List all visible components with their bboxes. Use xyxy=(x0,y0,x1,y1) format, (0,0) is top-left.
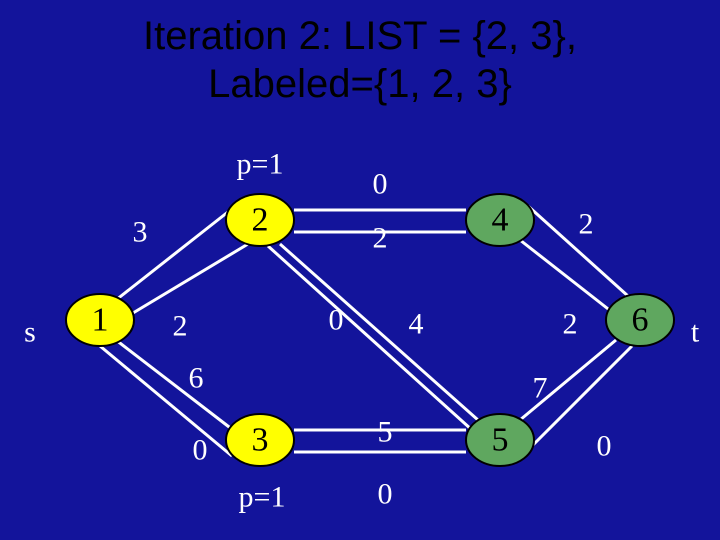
edge-label-2-4-1: 2 xyxy=(373,222,388,255)
p-label-0: p=1 xyxy=(237,148,284,181)
edge-1-3 xyxy=(116,340,233,430)
edge-label-1-3-extra: 0 xyxy=(193,434,208,467)
edge-label-1-3-1: 6 xyxy=(189,362,204,395)
edge-label-2-4-0: 0 xyxy=(373,168,388,201)
graph-svg: 12345632600204502270stp=1p=1 xyxy=(0,0,720,540)
node-label-3: 3 xyxy=(252,422,269,459)
edge-label-4-6-0: 2 xyxy=(579,208,594,241)
node-label-2: 2 xyxy=(252,202,269,239)
edge-label-3-5-0: 5 xyxy=(378,416,393,449)
node-label-4: 4 xyxy=(492,202,509,239)
edge-1-2 xyxy=(128,244,248,316)
edge-1-3 xyxy=(100,346,232,456)
edge-label-2-5-0: 0 xyxy=(329,304,344,337)
edge-2-5 xyxy=(268,246,472,430)
node-label-6: 6 xyxy=(632,302,649,339)
node-label-5: 5 xyxy=(492,422,509,459)
edge-2-5 xyxy=(280,244,478,420)
edge-label-5-6-0: 7 xyxy=(533,372,548,405)
edge-label-4-6-1: 2 xyxy=(563,308,578,341)
edge-label-2-5-1: 4 xyxy=(409,308,424,341)
edge-label-5-6-1: 0 xyxy=(597,430,612,463)
edge-label-1-3-0: 2 xyxy=(173,310,188,343)
endpoint-s: s xyxy=(24,316,36,349)
node-label-1: 1 xyxy=(92,302,109,339)
endpoint-t: t xyxy=(691,316,700,349)
edge-label-1-2-0: 3 xyxy=(133,216,148,249)
edge-label-3-5-1: 0 xyxy=(378,478,393,511)
p-label-1: p=1 xyxy=(239,481,286,514)
edge-4-6 xyxy=(520,240,612,312)
